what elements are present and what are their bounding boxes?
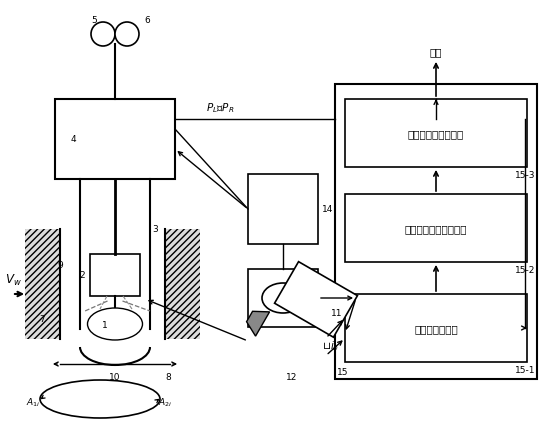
Text: 14: 14 (322, 205, 333, 214)
Ellipse shape (88, 308, 143, 340)
Text: 1: 1 (102, 320, 108, 329)
Text: 12: 12 (286, 373, 298, 381)
Text: $V_w$: $V_w$ (5, 272, 22, 287)
Circle shape (91, 23, 115, 47)
Text: $P_L$、$P_R$: $P_L$、$P_R$ (206, 101, 234, 115)
Text: 5: 5 (91, 15, 97, 25)
Text: 3: 3 (152, 225, 158, 234)
Bar (345, 100, 527, 168)
Bar (248, 175, 318, 244)
Text: 焊缝偏差值求取模块: 焊缝偏差值求取模块 (408, 129, 464, 139)
Bar (345, 294, 527, 362)
Bar (25, 230, 60, 339)
Text: 15: 15 (337, 367, 348, 376)
Bar (248, 269, 318, 327)
Bar (90, 255, 140, 296)
Text: 13: 13 (322, 294, 334, 303)
Text: 9: 9 (57, 260, 63, 269)
Bar (55, 100, 175, 180)
Text: 焊接图像采集卡: 焊接图像采集卡 (414, 323, 458, 333)
Text: 6: 6 (144, 15, 150, 25)
Ellipse shape (262, 283, 304, 313)
Text: 4: 4 (70, 135, 76, 144)
Text: 焊丝位置信息提取模块: 焊丝位置信息提取模块 (405, 224, 467, 233)
Ellipse shape (40, 380, 160, 418)
Bar (335, 85, 537, 379)
Text: 15-1: 15-1 (515, 365, 535, 374)
Text: $A_{1i}$: $A_{1i}$ (26, 396, 40, 408)
Text: 10: 10 (109, 372, 121, 381)
Text: 输出: 输出 (430, 47, 443, 57)
Text: 15-2: 15-2 (515, 265, 535, 274)
Text: 7: 7 (39, 315, 45, 324)
Text: 11: 11 (331, 308, 342, 317)
Polygon shape (247, 312, 270, 336)
Text: 8: 8 (165, 373, 171, 381)
Bar (165, 230, 200, 339)
Circle shape (115, 23, 139, 47)
Text: 15-3: 15-3 (515, 171, 535, 180)
Text: $A_{2i}$: $A_{2i}$ (158, 396, 172, 408)
Text: 2: 2 (79, 271, 85, 280)
Bar (345, 194, 527, 262)
Text: $\sqcup i_b$: $\sqcup i_b$ (322, 338, 339, 352)
Bar (275, 262, 357, 338)
